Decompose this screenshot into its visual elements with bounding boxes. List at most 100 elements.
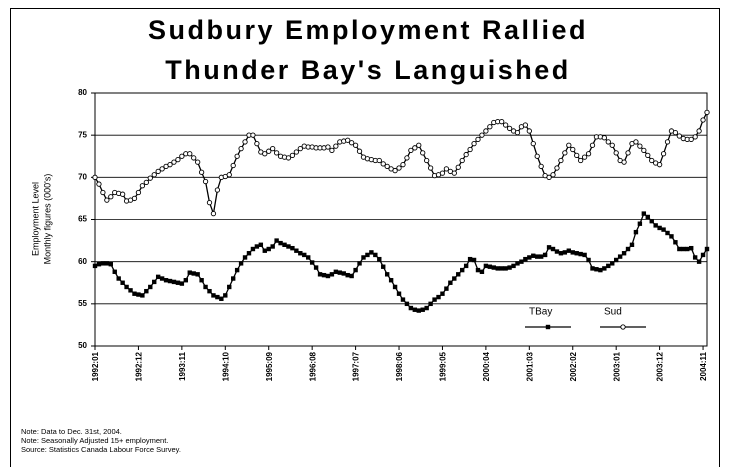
point	[558, 251, 564, 256]
point	[456, 272, 461, 277]
note: Source: Statistics Canada Labour Force S…	[21, 445, 181, 454]
point	[191, 271, 196, 276]
point	[278, 240, 283, 246]
point	[420, 307, 425, 312]
point	[230, 276, 236, 281]
point	[412, 145, 418, 151]
point	[467, 146, 473, 153]
point	[404, 155, 410, 161]
point	[381, 264, 386, 269]
point	[681, 246, 686, 252]
x-tick-label: 2002:02	[569, 351, 578, 381]
point	[688, 136, 694, 143]
point	[689, 245, 694, 251]
point	[515, 261, 520, 266]
point	[463, 151, 469, 158]
point	[408, 147, 414, 153]
point	[148, 284, 153, 290]
point	[203, 284, 208, 290]
point	[483, 263, 489, 269]
point	[210, 210, 217, 217]
point	[676, 133, 683, 139]
point	[660, 151, 667, 157]
point	[586, 257, 591, 263]
point	[215, 294, 220, 300]
point	[246, 251, 252, 256]
point	[609, 142, 615, 148]
point	[420, 150, 426, 156]
point	[581, 154, 588, 160]
point	[250, 132, 256, 138]
x-tick-label: 1996:08	[308, 351, 317, 381]
point	[475, 267, 481, 273]
point	[443, 166, 450, 172]
point	[159, 276, 165, 281]
point	[519, 259, 524, 264]
y-tick-label: 75	[78, 130, 87, 139]
point	[673, 240, 678, 245]
point	[258, 242, 264, 247]
point	[487, 124, 493, 130]
point	[459, 157, 465, 164]
point	[677, 246, 682, 252]
point	[286, 244, 291, 249]
point	[578, 251, 583, 257]
point	[139, 183, 146, 189]
point	[527, 255, 532, 260]
point	[566, 248, 572, 253]
point	[475, 136, 481, 143]
x-tick-label: 2000:04	[482, 351, 491, 381]
point	[503, 266, 508, 271]
point	[202, 178, 209, 185]
point	[242, 255, 248, 260]
point	[325, 273, 331, 279]
point	[187, 270, 192, 275]
point	[439, 170, 446, 176]
point	[348, 140, 355, 146]
point	[550, 246, 556, 252]
point	[574, 152, 580, 159]
point	[444, 286, 449, 291]
y-tick-label: 50	[78, 341, 87, 350]
point	[460, 267, 465, 273]
point	[700, 117, 706, 123]
point	[428, 301, 433, 307]
point	[606, 263, 611, 269]
point	[250, 246, 256, 252]
point	[254, 140, 260, 147]
point	[317, 272, 323, 277]
point	[183, 278, 189, 283]
point	[159, 166, 165, 172]
point	[191, 155, 197, 161]
point	[238, 261, 244, 266]
point	[692, 255, 698, 260]
point	[341, 271, 346, 276]
x-tick-label: 1992:01	[91, 351, 100, 381]
point	[147, 175, 153, 181]
x-tick-label: 1992:12	[135, 351, 144, 381]
point	[396, 291, 402, 296]
point	[463, 263, 469, 269]
chart-title: Thunder Bay's Languished	[165, 55, 570, 85]
point	[179, 153, 185, 159]
point	[436, 294, 441, 300]
point	[570, 250, 575, 255]
point	[613, 257, 619, 263]
point	[199, 278, 204, 283]
point	[373, 252, 378, 258]
point	[645, 152, 651, 159]
point	[610, 261, 615, 266]
point	[179, 281, 185, 286]
point	[582, 252, 587, 258]
point	[396, 165, 402, 171]
y-tick-label: 70	[78, 172, 87, 181]
point	[309, 260, 315, 265]
point	[96, 261, 102, 267]
point	[661, 227, 666, 232]
point	[451, 170, 457, 176]
point	[542, 252, 548, 258]
point	[167, 278, 173, 284]
point	[589, 142, 596, 148]
y-tick-label: 60	[78, 257, 87, 266]
